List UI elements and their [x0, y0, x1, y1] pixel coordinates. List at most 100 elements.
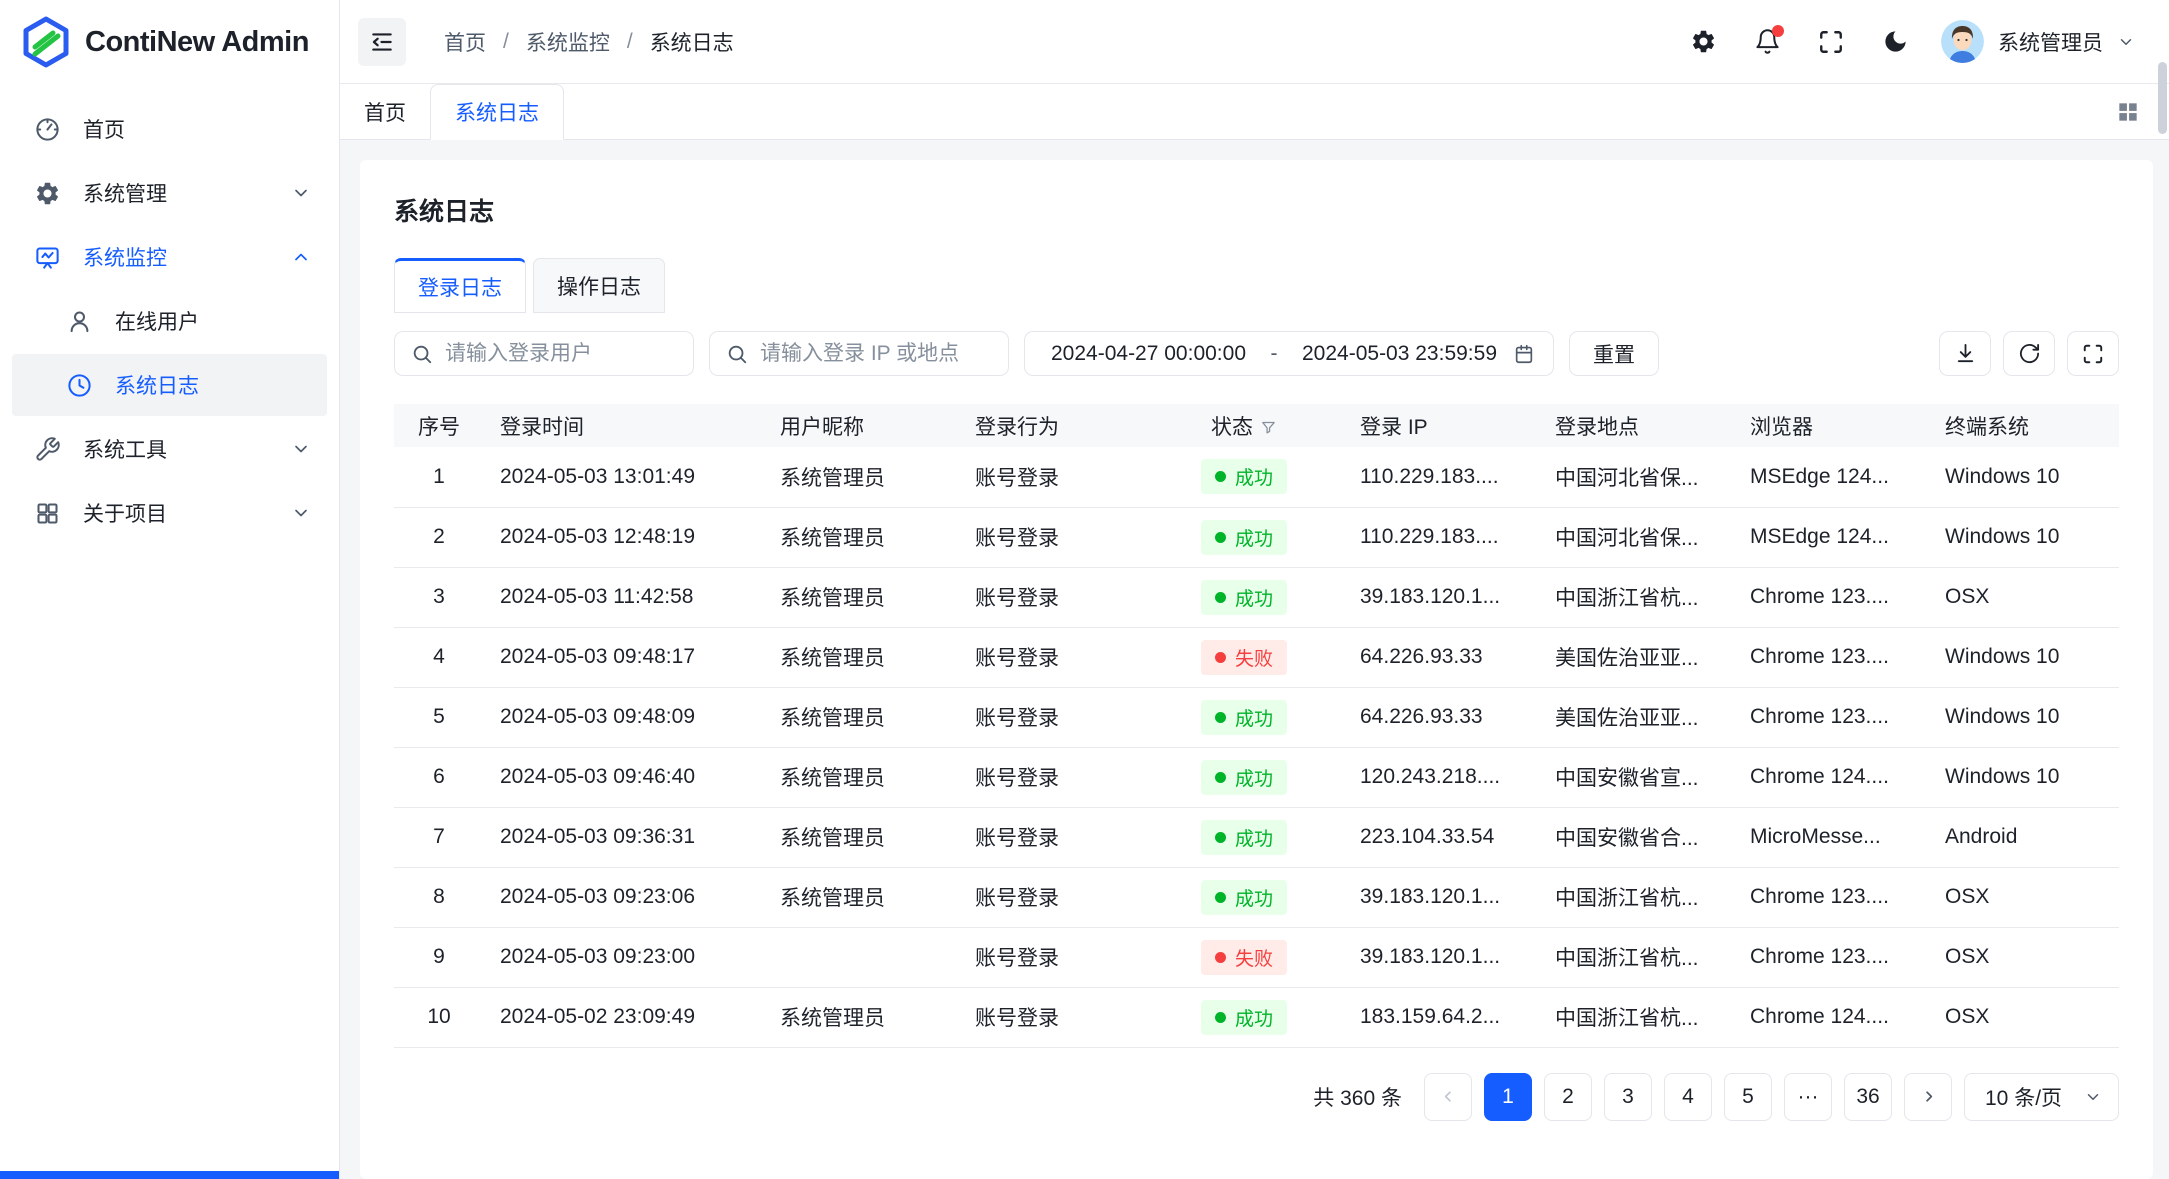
- breadcrumb-current: 系统日志: [649, 31, 734, 55]
- cell-location: 中国河北省保...: [1539, 507, 1734, 568]
- breadcrumb-home[interactable]: 首页: [444, 31, 486, 55]
- status-dot-icon: [1214, 471, 1226, 483]
- date-range-separator: -: [1270, 341, 1278, 365]
- cell-action: 账号登录: [959, 627, 1144, 688]
- cell-location: 中国河北省保...: [1539, 447, 1734, 508]
- bell-icon[interactable]: [1753, 24, 1784, 56]
- ip-search-input[interactable]: [760, 341, 992, 366]
- page-button-4[interactable]: 4: [1664, 1072, 1712, 1121]
- date-range-picker[interactable]: 2024-04-27 00:00:00 - 2024-05-03 23:59:5…: [1024, 331, 1554, 376]
- sidebar-item-about[interactable]: 关于项目: [12, 482, 327, 544]
- table-tools: [1939, 331, 2119, 376]
- menu-fold-icon[interactable]: [358, 17, 406, 66]
- filter-icon[interactable]: [1260, 419, 1277, 436]
- breadcrumb-monitor[interactable]: 系统监控: [525, 31, 610, 55]
- sidebar-item-system-management[interactable]: 系统管理: [12, 162, 327, 224]
- cell-login-time: 2024-05-03 11:42:58: [484, 567, 764, 628]
- sidebar-item-online-users[interactable]: 在线用户: [12, 290, 327, 352]
- expand-icon[interactable]: [2067, 331, 2119, 376]
- sidebar-item-home[interactable]: 首页: [12, 98, 327, 160]
- page-tab-system-log[interactable]: 系统日志: [430, 84, 564, 140]
- sidebar-item-system-tools[interactable]: 系统工具: [12, 418, 327, 480]
- download-icon[interactable]: [1939, 331, 1991, 376]
- cell-os: OSX: [1929, 987, 2119, 1048]
- page-ellipsis[interactable]: ···: [1784, 1072, 1832, 1121]
- cell-os: Windows 10: [1929, 747, 2119, 808]
- status-label: 成功: [1234, 1008, 1273, 1030]
- cell-login-time: 2024-05-02 23:09:49: [484, 987, 764, 1048]
- status-dot-icon: [1214, 951, 1226, 963]
- sidebar-item-system-monitor[interactable]: 系统监控: [12, 226, 327, 288]
- user-name: 系统管理员: [1998, 31, 2103, 55]
- page-tab-home[interactable]: 首页: [364, 101, 406, 125]
- tab-login-log[interactable]: 登录日志: [394, 258, 526, 313]
- refresh-icon[interactable]: [2003, 331, 2055, 376]
- search-icon: [728, 345, 747, 363]
- cell-no: 8: [394, 867, 484, 928]
- content: 系统日志 登录日志 操作日志 2024-04-27 00:00:: [340, 140, 2169, 1179]
- sidebar-item-label: 系统管理: [83, 183, 167, 206]
- search-icon: [413, 345, 432, 363]
- reset-button[interactable]: 重置: [1569, 331, 1659, 376]
- sidebar-menu: 首页 系统管理 系统监控: [0, 84, 339, 544]
- cell-location: 中国浙江省杭...: [1539, 567, 1734, 628]
- cell-nickname: 系统管理员: [764, 447, 959, 508]
- user-menu[interactable]: 系统管理员: [1941, 20, 2135, 63]
- cell-ip: 110.229.183....: [1344, 447, 1539, 508]
- date-end-value[interactable]: 2024-05-03 23:59:59: [1302, 341, 1497, 365]
- status-badge: 成功: [1200, 519, 1287, 555]
- grid-filled-icon[interactable]: [2115, 99, 2141, 125]
- table-row: 7 2024-05-03 09:36:31 系统管理员 账号登录 成功 223.…: [394, 807, 2119, 868]
- cell-status: 成功: [1144, 447, 1344, 508]
- date-start-value[interactable]: 2024-04-27 00:00:00: [1051, 341, 1246, 365]
- page-size-select[interactable]: 10 条/页: [1964, 1072, 2119, 1121]
- sidebar-item-system-log[interactable]: 系统日志: [12, 354, 327, 416]
- pagination: 共 360 条 1 2 3 4 5 ··· 36 10 条/页: [394, 1072, 2119, 1121]
- moon-icon[interactable]: [1881, 28, 1909, 56]
- status-dot-icon: [1214, 771, 1226, 783]
- page-button-3[interactable]: 3: [1604, 1072, 1652, 1121]
- filter-bar: 2024-04-27 00:00:00 - 2024-05-03 23:59:5…: [394, 331, 2119, 376]
- cell-ip: 110.229.183....: [1344, 507, 1539, 568]
- next-page-button[interactable]: [1904, 1072, 1952, 1121]
- cell-status: 失败: [1144, 927, 1344, 988]
- cell-ip: 39.183.120.1...: [1344, 867, 1539, 928]
- page-button-36[interactable]: 36: [1844, 1072, 1892, 1121]
- status-dot-icon: [1214, 531, 1226, 543]
- cell-no: 7: [394, 807, 484, 868]
- cell-status: 成功: [1144, 567, 1344, 628]
- cell-login-time: 2024-05-03 09:48:17: [484, 627, 764, 688]
- status-label: 成功: [1234, 588, 1273, 610]
- page-size-value: 10 条/页: [1985, 1086, 2063, 1110]
- cell-no: 1: [394, 447, 484, 508]
- table-header-row: 序号 登录时间 用户昵称 登录行为 状态 登录 IP 登录地点 浏览器 终端系统: [394, 404, 2119, 447]
- prev-page-button[interactable]: [1424, 1072, 1472, 1121]
- cell-nickname: 系统管理员: [764, 987, 959, 1048]
- cell-location: 中国浙江省杭...: [1539, 927, 1734, 988]
- user-search-input[interactable]: [445, 341, 677, 366]
- scrollbar-thumb[interactable]: [2158, 62, 2167, 134]
- page-button-5[interactable]: 5: [1724, 1072, 1772, 1121]
- chevron-down-icon: [2117, 33, 2135, 51]
- page-button-1[interactable]: 1: [1484, 1072, 1532, 1121]
- cell-nickname: 系统管理员: [764, 747, 959, 808]
- col-header-status: 状态: [1144, 404, 1344, 447]
- table-row: 10 2024-05-02 23:09:49 系统管理员 账号登录 成功 183…: [394, 987, 2119, 1048]
- cell-location: 中国安徽省宣...: [1539, 747, 1734, 808]
- page-button-2[interactable]: 2: [1544, 1072, 1592, 1121]
- cell-login-time: 2024-05-03 09:46:40: [484, 747, 764, 808]
- fullscreen-icon[interactable]: [1817, 28, 1845, 56]
- cell-ip: 223.104.33.54: [1344, 807, 1539, 868]
- settings-icon[interactable]: [1689, 28, 1717, 56]
- sidebar-item-label: 在线用户: [115, 311, 199, 334]
- cell-status: 失败: [1144, 627, 1344, 688]
- pagination-total: 共 360 条: [1313, 1086, 1402, 1110]
- status-badge: 成功: [1200, 819, 1287, 855]
- logo[interactable]: ContiNew Admin: [0, 0, 339, 84]
- monitor-icon: [34, 244, 61, 271]
- cell-ip: 120.243.218....: [1344, 747, 1539, 808]
- cell-status: 成功: [1144, 807, 1344, 868]
- cell-no: 9: [394, 927, 484, 988]
- tab-operation-log[interactable]: 操作日志: [533, 258, 665, 313]
